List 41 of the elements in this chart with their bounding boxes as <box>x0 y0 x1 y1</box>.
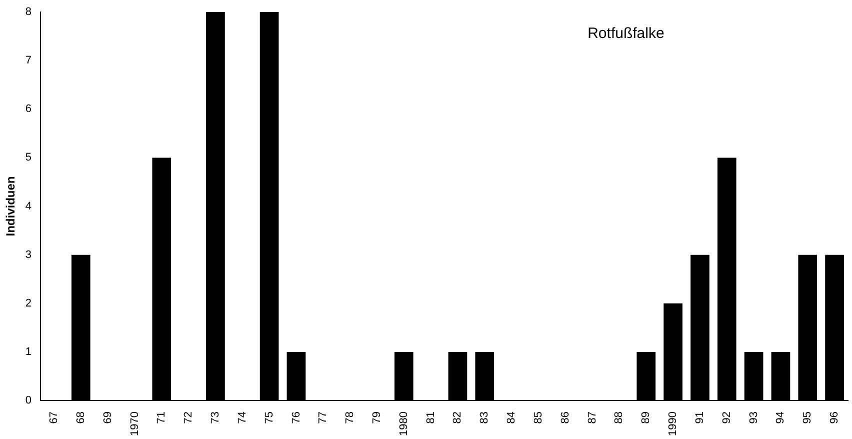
y-tick-label: 3 <box>25 248 32 261</box>
y-tick-label: 7 <box>25 54 32 67</box>
text: Rotfußfalke <box>588 25 664 42</box>
x-tick-label: 88 <box>613 412 626 424</box>
x-tick-label: 91 <box>694 412 706 424</box>
x-tick-label: 1970 <box>128 412 141 436</box>
x-tick-label: 74 <box>236 412 248 424</box>
x-tick-label: 83 <box>478 412 491 424</box>
x-tick-label: 78 <box>344 412 356 424</box>
y-tick-label: 1 <box>25 346 32 358</box>
y-tick-label: 0 <box>25 394 32 407</box>
x-tick-label: 71 <box>156 412 168 424</box>
x-tick-label: 86 <box>559 412 572 424</box>
x-tick-label: 89 <box>640 412 652 424</box>
x-tick-label: 1990 <box>667 412 680 436</box>
x-tick-label: 93 <box>748 412 760 424</box>
x-tick-label: 68 <box>74 412 87 424</box>
x-tick-label: 95 <box>802 412 814 424</box>
y-tick-label: 8 <box>25 6 32 18</box>
y-tick-label: 6 <box>25 103 32 116</box>
y-axis-title: Individuen <box>4 176 18 236</box>
x-tick-label: 87 <box>586 412 598 424</box>
x-tick-label: 72 <box>182 412 195 424</box>
y-tick-label: 2 <box>25 297 32 310</box>
x-tick-label: 67 <box>48 412 60 424</box>
x-tick-label: 76 <box>290 412 302 424</box>
x-tick-label: 69 <box>102 412 114 424</box>
y-tick-label: 4 <box>25 200 32 212</box>
x-tick-label: 84 <box>506 412 518 424</box>
x-tick-label: 82 <box>452 412 464 424</box>
x-tick-label: 73 <box>210 412 222 424</box>
x-tick-label: 1980 <box>398 412 410 436</box>
x-tick-label: 79 <box>371 412 383 424</box>
x-tick-label: 75 <box>263 412 276 424</box>
x-tick-label: 96 <box>828 412 841 424</box>
x-tick-label: 92 <box>720 412 733 424</box>
x-tick-label: 81 <box>424 412 437 424</box>
x-tick-label: 94 <box>774 412 787 424</box>
x-tick-label: 77 <box>317 412 330 424</box>
y-tick-label: 5 <box>25 152 32 164</box>
x-tick-label: 85 <box>532 412 544 424</box>
